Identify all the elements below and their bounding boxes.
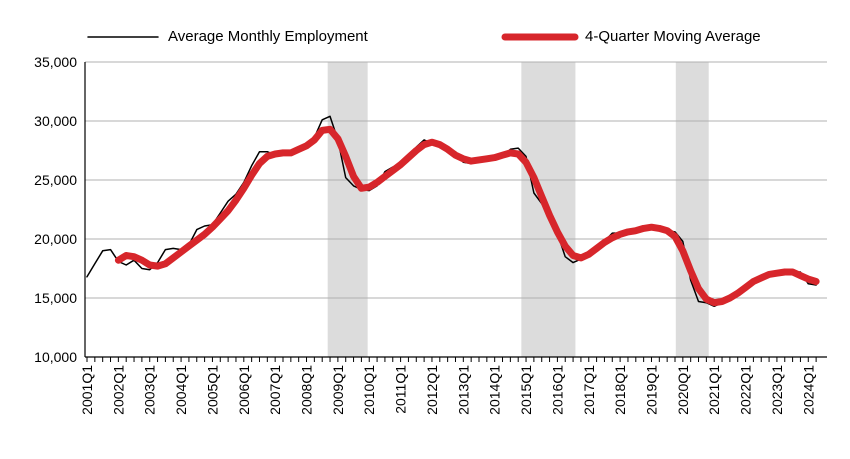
x-tick-label: 2019Q1 (643, 365, 659, 415)
x-tick-label: 2021Q1 (706, 365, 722, 415)
x-tick-label: 2011Q1 (393, 365, 409, 414)
x-tick-label: 2017Q1 (581, 365, 597, 415)
x-tick-label: 2018Q1 (612, 365, 628, 415)
x-tick-label: 2022Q1 (738, 365, 754, 415)
y-tick-label: 15,000 (34, 290, 77, 306)
x-tick-label: 2013Q1 (455, 365, 471, 415)
x-tick-label: 2008Q1 (299, 365, 315, 415)
y-tick-label: 30,000 (34, 113, 77, 129)
shaded-period (675, 62, 709, 357)
x-tick-label: 2023Q1 (769, 365, 785, 415)
x-tick-label: 2016Q1 (549, 365, 565, 415)
legend-label: Average Monthly Employment (168, 28, 369, 45)
x-tick-label: 2020Q1 (675, 365, 691, 415)
x-tick-label: 2014Q1 (487, 365, 503, 415)
y-tick-label: 35,000 (34, 54, 77, 70)
x-tick-label: 2002Q1 (110, 365, 126, 415)
x-tick-label: 2004Q1 (173, 365, 189, 415)
x-tick-label: 2003Q1 (142, 365, 158, 415)
y-tick-label: 20,000 (34, 231, 77, 247)
legend-label: 4-Quarter Moving Average (585, 28, 761, 45)
x-tick-label: 2012Q1 (424, 365, 440, 415)
series-line (114, 125, 820, 307)
x-tick-label: 2001Q1 (79, 365, 95, 415)
y-tick-label: 25,000 (34, 172, 77, 188)
x-tick-label: 2009Q1 (330, 365, 346, 415)
x-tick-label: 2005Q1 (204, 365, 220, 415)
x-tick-label: 2024Q1 (800, 365, 816, 415)
x-tick-label: 2006Q1 (236, 365, 252, 415)
x-tick-label: 2007Q1 (267, 365, 283, 415)
x-tick-label: 2015Q1 (518, 365, 534, 415)
x-tick-label: 2010Q1 (361, 365, 377, 415)
y-tick-label: 10,000 (34, 349, 77, 365)
shaded-period (327, 62, 368, 357)
